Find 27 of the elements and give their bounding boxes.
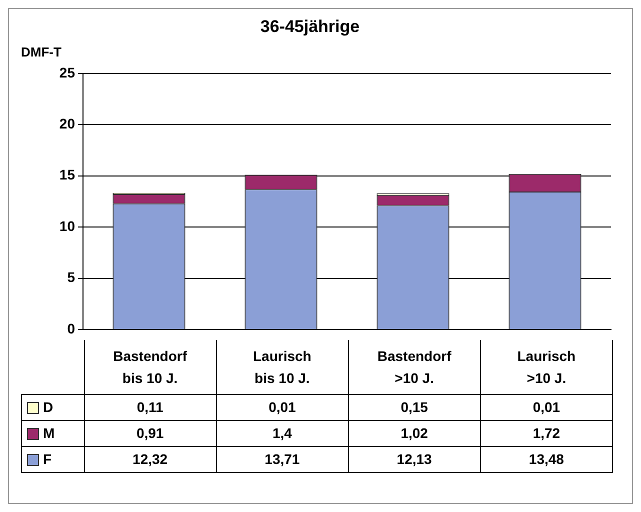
data-label: 0,91	[84, 420, 216, 446]
y-tick-label: 15	[59, 166, 76, 183]
legend-label: F	[22, 446, 84, 472]
chart-title: 36-45jährige	[260, 16, 360, 36]
x-tick-label: Laurisch >10 J.	[480, 340, 612, 394]
x-tick-label: Bastendorf >10 J.	[348, 340, 480, 394]
legend-label: M	[22, 420, 84, 446]
x-tick-label: Bastendorf bis 10 J.	[84, 340, 216, 394]
data-label: 0,15	[348, 394, 480, 420]
data-label: 1,4	[216, 420, 348, 446]
y-tick-label: 0	[67, 320, 76, 336]
data-label: 1,72	[480, 420, 612, 446]
data-label: 12,13	[348, 446, 480, 472]
data-label: 0,11	[84, 394, 216, 420]
y-tick-label: 20	[59, 116, 76, 132]
data-label: 12,32	[84, 446, 216, 472]
data-label: 13,48	[480, 446, 612, 472]
y-axis-title: DMF-T	[21, 44, 62, 60]
x-tick-label: Laurisch bis 10 J.	[216, 340, 348, 394]
data-label: 0,01	[480, 394, 612, 420]
y-tick-label: 10	[59, 218, 76, 234]
data-label: 0,01	[216, 394, 348, 420]
y-tick-label: 25	[59, 64, 76, 80]
data-label: 13,71	[216, 446, 348, 472]
y-tick-label: 5	[67, 269, 76, 286]
data-label: 1,02	[348, 420, 480, 446]
legend-label: D	[22, 394, 84, 420]
